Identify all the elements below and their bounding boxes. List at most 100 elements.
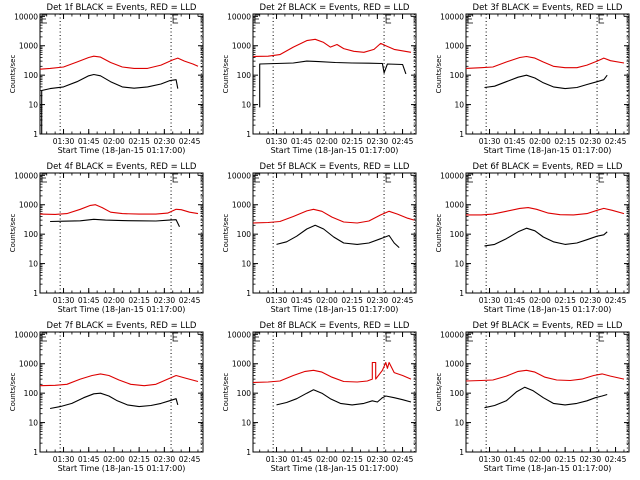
x-tick-label: 02:15 <box>128 137 150 146</box>
plot-frame <box>39 172 204 294</box>
y-tick-label: 10 <box>454 260 464 269</box>
y-tick-label: 100 <box>237 71 252 80</box>
y-tick-label: 100 <box>237 389 252 398</box>
plot-frame <box>39 13 204 135</box>
y-axis-label: Counts/sec <box>435 373 443 412</box>
event-marker-E <box>467 332 473 342</box>
y-tick-label: 100 <box>450 389 465 398</box>
panel-title: Det 5f BLACK = Events, RED = LLD <box>260 162 410 172</box>
y-axis-label: Counts/sec <box>222 55 230 94</box>
y-tick-label: 1000 <box>19 42 38 51</box>
x-tick-label: 02:45 <box>605 137 627 146</box>
x-tick-label: 02:15 <box>341 296 363 305</box>
x-tick-label: 01:30 <box>479 455 501 464</box>
y-tick-label: 1 <box>459 289 464 298</box>
lld-series-line <box>252 208 415 224</box>
y-tick-label: 1 <box>33 289 38 298</box>
event-marker-E <box>254 14 260 24</box>
plot-frame <box>252 13 417 135</box>
x-axis-label: Start Time (18-Jan-15 01:17:00) <box>271 464 399 473</box>
event-marker-E <box>385 332 392 342</box>
x-tick-label: 01:45 <box>504 296 526 305</box>
x-tick-label: 02:00 <box>103 296 125 305</box>
x-tick-label: 01:45 <box>291 455 313 464</box>
x-tick-label: 01:30 <box>53 296 75 305</box>
lld-series-line <box>465 369 625 382</box>
x-tick-label: 02:45 <box>179 137 201 146</box>
x-tick-label: 02:45 <box>392 137 414 146</box>
x-tick-label: 01:45 <box>78 455 100 464</box>
y-tick-label: 1000 <box>19 360 38 369</box>
y-tick-label: 1 <box>246 289 251 298</box>
y-axis-label: Counts/sec <box>9 55 17 94</box>
events-series-line <box>484 227 608 247</box>
event-marker-E <box>467 173 473 183</box>
y-tick-label: 1000 <box>445 42 464 51</box>
y-tick-label: 10000 <box>14 171 38 180</box>
y-tick-label: 10 <box>28 419 38 428</box>
y-tick-label: 10000 <box>227 171 251 180</box>
y-tick-label: 100 <box>24 230 39 239</box>
x-tick-label: 02:00 <box>316 296 338 305</box>
x-tick-label: 02:15 <box>341 455 363 464</box>
y-axis-label: Counts/sec <box>435 55 443 94</box>
y-tick-label: 1 <box>33 130 38 139</box>
x-tick-label: 02:30 <box>580 296 602 305</box>
x-tick-label: 02:30 <box>367 296 389 305</box>
y-tick-label: 1000 <box>445 360 464 369</box>
lld-series-line <box>39 204 199 215</box>
detector-panel: Det 1f BLACK = Events, RED = LLD 1 10 100 10… <box>9 3 204 155</box>
x-tick-label: 01:30 <box>266 137 288 146</box>
y-tick-label: 10 <box>241 260 251 269</box>
y-tick-label: 10 <box>454 101 464 110</box>
x-tick-label: 02:15 <box>554 137 576 146</box>
x-tick-label: 01:30 <box>479 137 501 146</box>
x-tick-label: 01:45 <box>291 137 313 146</box>
panel-title: Det 2f BLACK = Events, RED = LLD <box>260 3 410 13</box>
event-marker-E <box>41 173 47 183</box>
x-tick-label: 02:30 <box>367 137 389 146</box>
y-tick-label: 1 <box>33 448 38 457</box>
y-tick-label: 1000 <box>445 201 464 210</box>
x-tick-label: 01:30 <box>266 296 288 305</box>
x-tick-label: 01:30 <box>479 296 501 305</box>
y-tick-label: 100 <box>237 230 252 239</box>
event-marker-E <box>41 332 47 342</box>
x-tick-label: 02:00 <box>103 137 125 146</box>
panel-title: Det 1f BLACK = Events, RED = LLD <box>47 3 197 13</box>
x-axis-label: Start Time (18-Jan-15 01:17:00) <box>484 464 612 473</box>
y-tick-label: 1 <box>246 448 251 457</box>
event-marker-E <box>254 332 260 342</box>
detector-panel: Det 6f BLACK = Events, RED = LLD 1 10 100 10… <box>435 162 630 314</box>
y-tick-label: 10000 <box>440 330 464 339</box>
x-axis-label: Start Time (18-Jan-15 01:17:00) <box>271 146 399 155</box>
event-marker-E <box>467 14 473 24</box>
x-tick-label: 02:30 <box>154 137 176 146</box>
x-tick-label: 02:30 <box>580 137 602 146</box>
x-tick-label: 01:30 <box>53 455 75 464</box>
y-tick-label: 100 <box>450 230 465 239</box>
y-tick-label: 1 <box>459 448 464 457</box>
plot-frame <box>252 331 417 453</box>
detector-panel: Det 9f BLACK = Events, RED = LLD 1 10 100 10… <box>435 321 630 473</box>
event-marker-E <box>172 14 179 24</box>
events-series-line <box>484 74 608 90</box>
x-axis-label: Start Time (18-Jan-15 01:17:00) <box>58 305 186 314</box>
detector-panel: Det 3f BLACK = Events, RED = LLD 1 10 100 10… <box>435 3 630 155</box>
detector-panel: Det 2f BLACK = Events, RED = LLD 1 10 100 10… <box>222 3 417 155</box>
x-tick-label: 01:45 <box>78 137 100 146</box>
x-tick-label: 02:30 <box>154 296 176 305</box>
event-marker-E <box>172 332 179 342</box>
event-marker-E <box>41 14 47 24</box>
x-tick-label: 02:30 <box>580 455 602 464</box>
panel-title: Det 9f BLACK = Events, RED = LLD <box>473 321 623 331</box>
x-tick-label: 01:45 <box>78 296 100 305</box>
y-tick-label: 1 <box>459 130 464 139</box>
x-tick-label: 02:45 <box>605 455 627 464</box>
y-tick-label: 10 <box>28 260 38 269</box>
x-axis-label: Start Time (18-Jan-15 01:17:00) <box>484 305 612 314</box>
y-tick-label: 10 <box>241 419 251 428</box>
lld-series-line <box>39 55 199 70</box>
event-marker-E <box>172 173 179 183</box>
x-axis-label: Start Time (18-Jan-15 01:17:00) <box>58 464 186 473</box>
